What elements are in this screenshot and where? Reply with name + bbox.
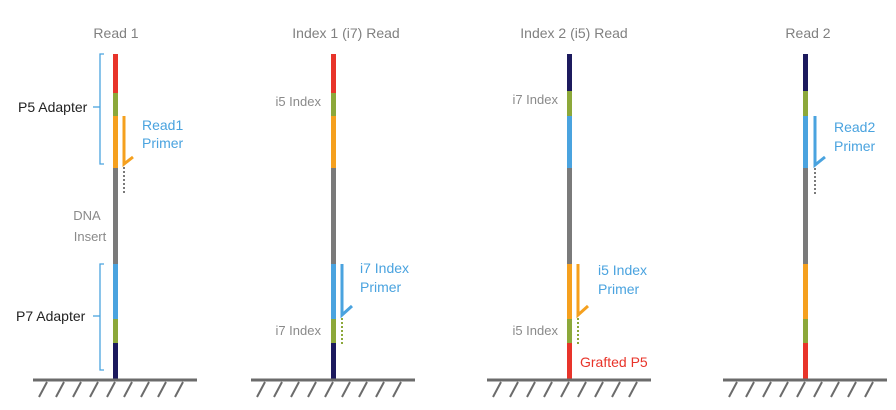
p5-adapter-bracket (99, 53, 104, 165)
panel-title-read-1: Read 1 (93, 25, 138, 41)
ground-read-2 (723, 378, 887, 398)
label-insert: Insert (74, 229, 107, 244)
label-dna: DNA (73, 208, 101, 223)
panel-title-index-2: Index 2 (i5) Read (520, 25, 627, 41)
segment-gray (331, 168, 336, 264)
ground-index-2 (487, 378, 651, 398)
segment-olive-lower (567, 319, 572, 343)
segment-blue (803, 116, 808, 168)
label-read1-primer-line2: Primer (142, 135, 184, 151)
ground-index-1 (251, 378, 415, 398)
segment-navy (113, 343, 118, 379)
panel-read-1: Read 1 P5 Adapter P7 Adapter DNA Insert … (16, 25, 197, 398)
panel-index-2-read: Index 2 (i5) Read i7 Index i5 Index i5 I… (487, 25, 651, 398)
panel-title-index-1: Index 1 (i7) Read (292, 25, 399, 41)
segment-orange (567, 264, 572, 319)
strand-read-2 (803, 54, 808, 379)
segment-navy (567, 54, 572, 91)
label-p5-adapter: P5 Adapter (18, 99, 88, 115)
label-read2-primer-line1: Read2 (834, 119, 875, 135)
segment-blue (331, 264, 336, 319)
label-read2-primer-line2: Primer (834, 138, 876, 154)
segment-red-grafted (567, 343, 572, 379)
segment-olive (803, 91, 808, 116)
segment-red (331, 54, 336, 93)
segment-insert-gray (113, 168, 118, 264)
strand-index-2 (567, 54, 572, 379)
segment-navy (803, 54, 808, 91)
segment-red (803, 343, 808, 379)
segment-blue (567, 116, 572, 168)
label-i5-index: i5 Index (275, 94, 321, 109)
read2-primer (813, 116, 826, 194)
panel-read-2: Read 2 Read2 Primer (723, 25, 887, 398)
p7-adapter-bracket (99, 263, 104, 371)
i5-index-primer (576, 264, 590, 344)
i7-index-primer (340, 264, 354, 344)
segment-gray (803, 168, 808, 264)
strand-read-1 (113, 54, 118, 379)
label-i5-primer-line2: Primer (598, 281, 640, 297)
segment-olive-lower (113, 319, 118, 343)
segment-blue (113, 264, 118, 319)
label-grafted-p5: Grafted P5 (580, 354, 648, 370)
label-i7-index: i7 Index (275, 323, 321, 338)
label-read1-primer-line1: Read1 (142, 117, 183, 133)
ground-read-1 (33, 378, 197, 398)
strand-index-1 (331, 54, 336, 379)
label-i5-primer-line1: i5 Index (598, 262, 647, 278)
segment-olive (113, 93, 118, 116)
segment-gray (567, 168, 572, 264)
segment-olive-lower (331, 319, 336, 343)
segment-olive (567, 91, 572, 116)
label-p7-adapter: P7 Adapter (16, 308, 86, 324)
segment-orange (803, 264, 808, 319)
label-i7-index: i7 Index (512, 92, 558, 107)
segment-navy (331, 343, 336, 379)
segment-olive (331, 93, 336, 116)
label-i7-primer-line1: i7 Index (360, 260, 409, 276)
label-i5-index: i5 Index (512, 323, 558, 338)
segment-orange (331, 116, 336, 168)
segment-p5-red (113, 54, 118, 93)
read1-primer (122, 116, 134, 193)
segment-olive-lower (803, 319, 808, 343)
label-i7-primer-line2: Primer (360, 279, 402, 295)
panel-index-1-read: Index 1 (i7) Read i5 Index i7 Index i7 I… (251, 25, 415, 398)
panel-title-read-2: Read 2 (785, 25, 830, 41)
segment-orange (113, 116, 118, 168)
